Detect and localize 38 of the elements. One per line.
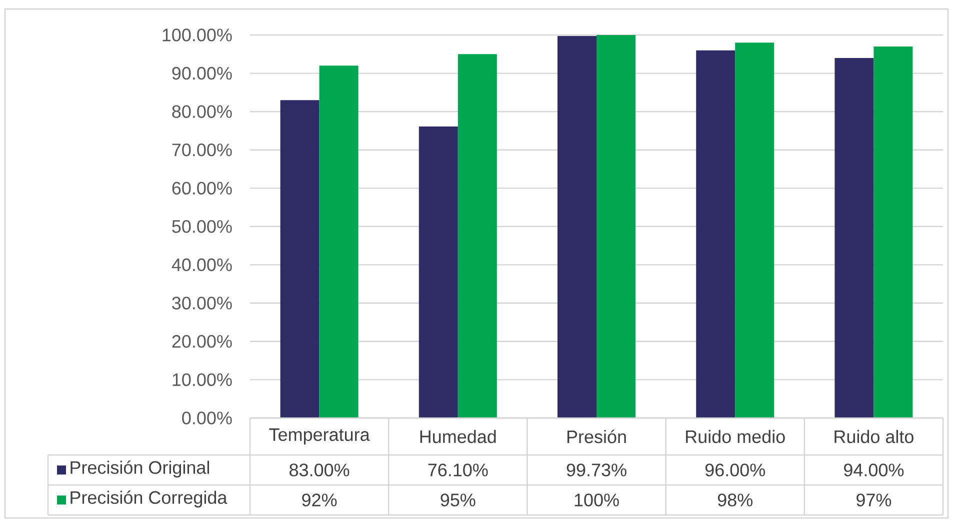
x-tick-label: Humedad	[420, 430, 496, 444]
data-label: 76.10%	[428, 464, 488, 476]
bar	[834, 58, 874, 418]
legend-label: Precisión Corregida	[70, 490, 228, 508]
data-label: 92%	[302, 494, 337, 506]
y-tick-label: 0.00%	[182, 412, 232, 424]
bar	[280, 100, 320, 418]
legend-label: Precisión Original	[70, 460, 210, 478]
data-label: 94.00%	[844, 464, 904, 476]
y-tick-label: 90.00%	[172, 66, 232, 80]
bar	[319, 66, 358, 418]
bar	[874, 46, 913, 418]
data-label: 99.73%	[566, 464, 626, 476]
x-tick-label: Temperatura	[269, 428, 370, 445]
data-label: 100%	[574, 494, 619, 506]
data-label: 98%	[718, 494, 752, 506]
bar	[735, 42, 774, 418]
data-label: 95%	[440, 494, 476, 506]
x-tick-label: Ruido medio	[686, 430, 785, 444]
y-tick-label: 20.00%	[172, 335, 232, 348]
y-tick-label: 60.00%	[172, 182, 232, 195]
x-tick-label: Presión	[567, 430, 626, 444]
y-tick-label: 30.00%	[172, 296, 232, 310]
data-label: 96.00%	[705, 464, 765, 476]
y-tick-label: 100.00%	[162, 28, 232, 42]
y-tick-label: 70.00%	[172, 144, 232, 156]
bar	[558, 36, 596, 418]
x-tick-label: Ruido alto	[834, 430, 914, 444]
bar	[596, 35, 636, 418]
y-tick-label: 10.00%	[172, 373, 232, 386]
data-label: 97%	[856, 494, 892, 506]
y-tick-label: 40.00%	[172, 258, 232, 272]
bar	[458, 54, 497, 418]
bar	[696, 50, 736, 418]
y-tick-label: 80.00%	[172, 105, 232, 118]
bar	[418, 126, 458, 418]
data-label: 83.00%	[290, 464, 350, 476]
y-tick-label: 50.00%	[172, 220, 232, 233]
